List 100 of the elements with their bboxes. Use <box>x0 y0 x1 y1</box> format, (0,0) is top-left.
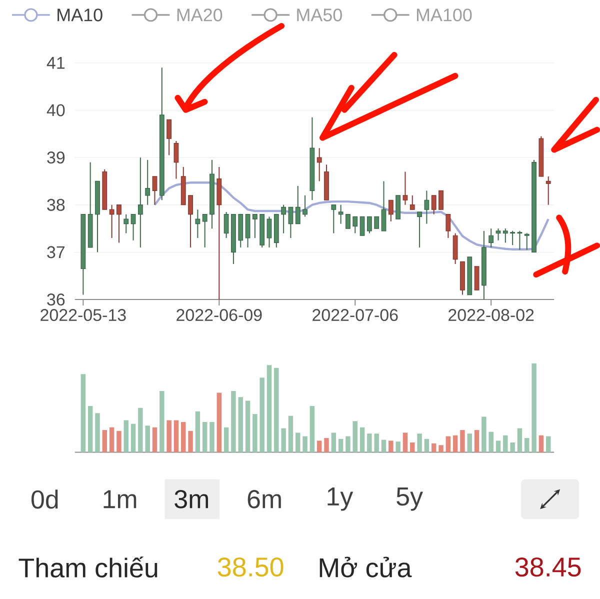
bar <box>174 420 179 452</box>
bar <box>274 368 279 452</box>
bar <box>266 365 272 452</box>
bar <box>152 427 158 452</box>
candlestick <box>109 204 114 238</box>
y-tick-label: 37 <box>47 246 64 258</box>
bar <box>181 422 186 452</box>
bar <box>546 436 551 452</box>
candlestick <box>352 216 358 234</box>
candlestick <box>302 194 308 218</box>
bar <box>130 424 136 452</box>
bar <box>302 436 308 452</box>
bar <box>166 420 172 452</box>
legend-label: MA100 <box>416 8 472 22</box>
bar <box>116 430 122 452</box>
bar <box>160 390 164 452</box>
bar <box>524 438 530 452</box>
bar <box>338 438 344 452</box>
y-tick-label: 41 <box>46 57 65 69</box>
bar <box>388 440 394 452</box>
candlestick <box>152 176 158 206</box>
candlestick <box>417 211 422 248</box>
candlestick <box>402 171 408 206</box>
candlestick <box>517 230 522 250</box>
bar <box>80 374 86 452</box>
bar <box>224 427 229 452</box>
candlestick <box>502 228 508 244</box>
candlestick <box>331 204 336 234</box>
bar <box>281 428 286 452</box>
bar <box>352 421 358 452</box>
candlestick <box>396 194 401 220</box>
bar <box>102 430 108 452</box>
text: 38.45 <box>515 558 581 577</box>
text: 1y <box>328 488 354 511</box>
candlestick <box>166 119 172 156</box>
bar <box>95 413 100 452</box>
text: Tham chiếu <box>18 556 158 578</box>
bar <box>331 432 336 452</box>
text: 38.50 <box>218 558 284 577</box>
bar <box>488 432 494 452</box>
bar <box>431 443 436 452</box>
text: 0d <box>32 490 58 509</box>
bar <box>402 432 408 452</box>
candlestick <box>281 204 286 234</box>
bar <box>124 420 128 452</box>
legend-label: MA10 <box>58 8 102 22</box>
candlestick <box>510 230 516 246</box>
bar <box>245 400 250 452</box>
bar <box>216 392 222 452</box>
candlestick <box>138 157 143 248</box>
candlestick <box>174 140 179 180</box>
candlestick <box>252 214 258 238</box>
bar <box>410 442 415 452</box>
bar <box>188 430 193 452</box>
bar <box>260 378 264 452</box>
candlestick <box>346 214 350 229</box>
candlestick <box>266 216 272 248</box>
bar <box>324 438 329 452</box>
bar <box>367 434 372 452</box>
bar <box>210 422 214 452</box>
candlestick <box>124 214 129 234</box>
x-tick-label: 2022-05-13 <box>40 309 126 322</box>
candlestick <box>452 232 458 265</box>
candlestick <box>202 214 208 248</box>
candlestick <box>295 185 300 224</box>
bar <box>517 428 522 452</box>
legend-label: MA20 <box>177 8 222 22</box>
candlestick <box>424 190 430 224</box>
bar <box>532 363 536 452</box>
candlestick <box>130 214 136 241</box>
bar <box>467 434 472 452</box>
bar <box>195 411 200 452</box>
bar <box>288 416 294 452</box>
bar <box>474 430 480 452</box>
text: 5y <box>396 488 423 511</box>
candlestick <box>496 228 501 241</box>
text: 1m <box>104 490 136 508</box>
candlestick <box>145 159 150 206</box>
bar <box>503 435 508 452</box>
bar <box>396 442 400 452</box>
candlestick <box>224 211 229 238</box>
bar <box>460 430 465 452</box>
bar <box>145 426 150 452</box>
candlestick <box>195 209 200 238</box>
bar <box>424 438 430 452</box>
x-tick-label: 2022-07-06 <box>312 309 398 322</box>
text: 6m <box>248 490 281 508</box>
candlestick <box>546 176 551 206</box>
bar <box>438 445 444 452</box>
candlestick <box>446 214 451 238</box>
bar <box>417 434 422 452</box>
bar <box>482 416 486 452</box>
y-tick-label: 40 <box>46 104 65 116</box>
bar <box>538 435 544 452</box>
bar <box>496 440 501 452</box>
candlestick <box>410 194 415 210</box>
bar <box>310 406 315 452</box>
y-tick-label: 39 <box>47 152 65 164</box>
x-tick-label: 2022-08-02 <box>448 309 534 322</box>
candlestick <box>366 216 372 234</box>
